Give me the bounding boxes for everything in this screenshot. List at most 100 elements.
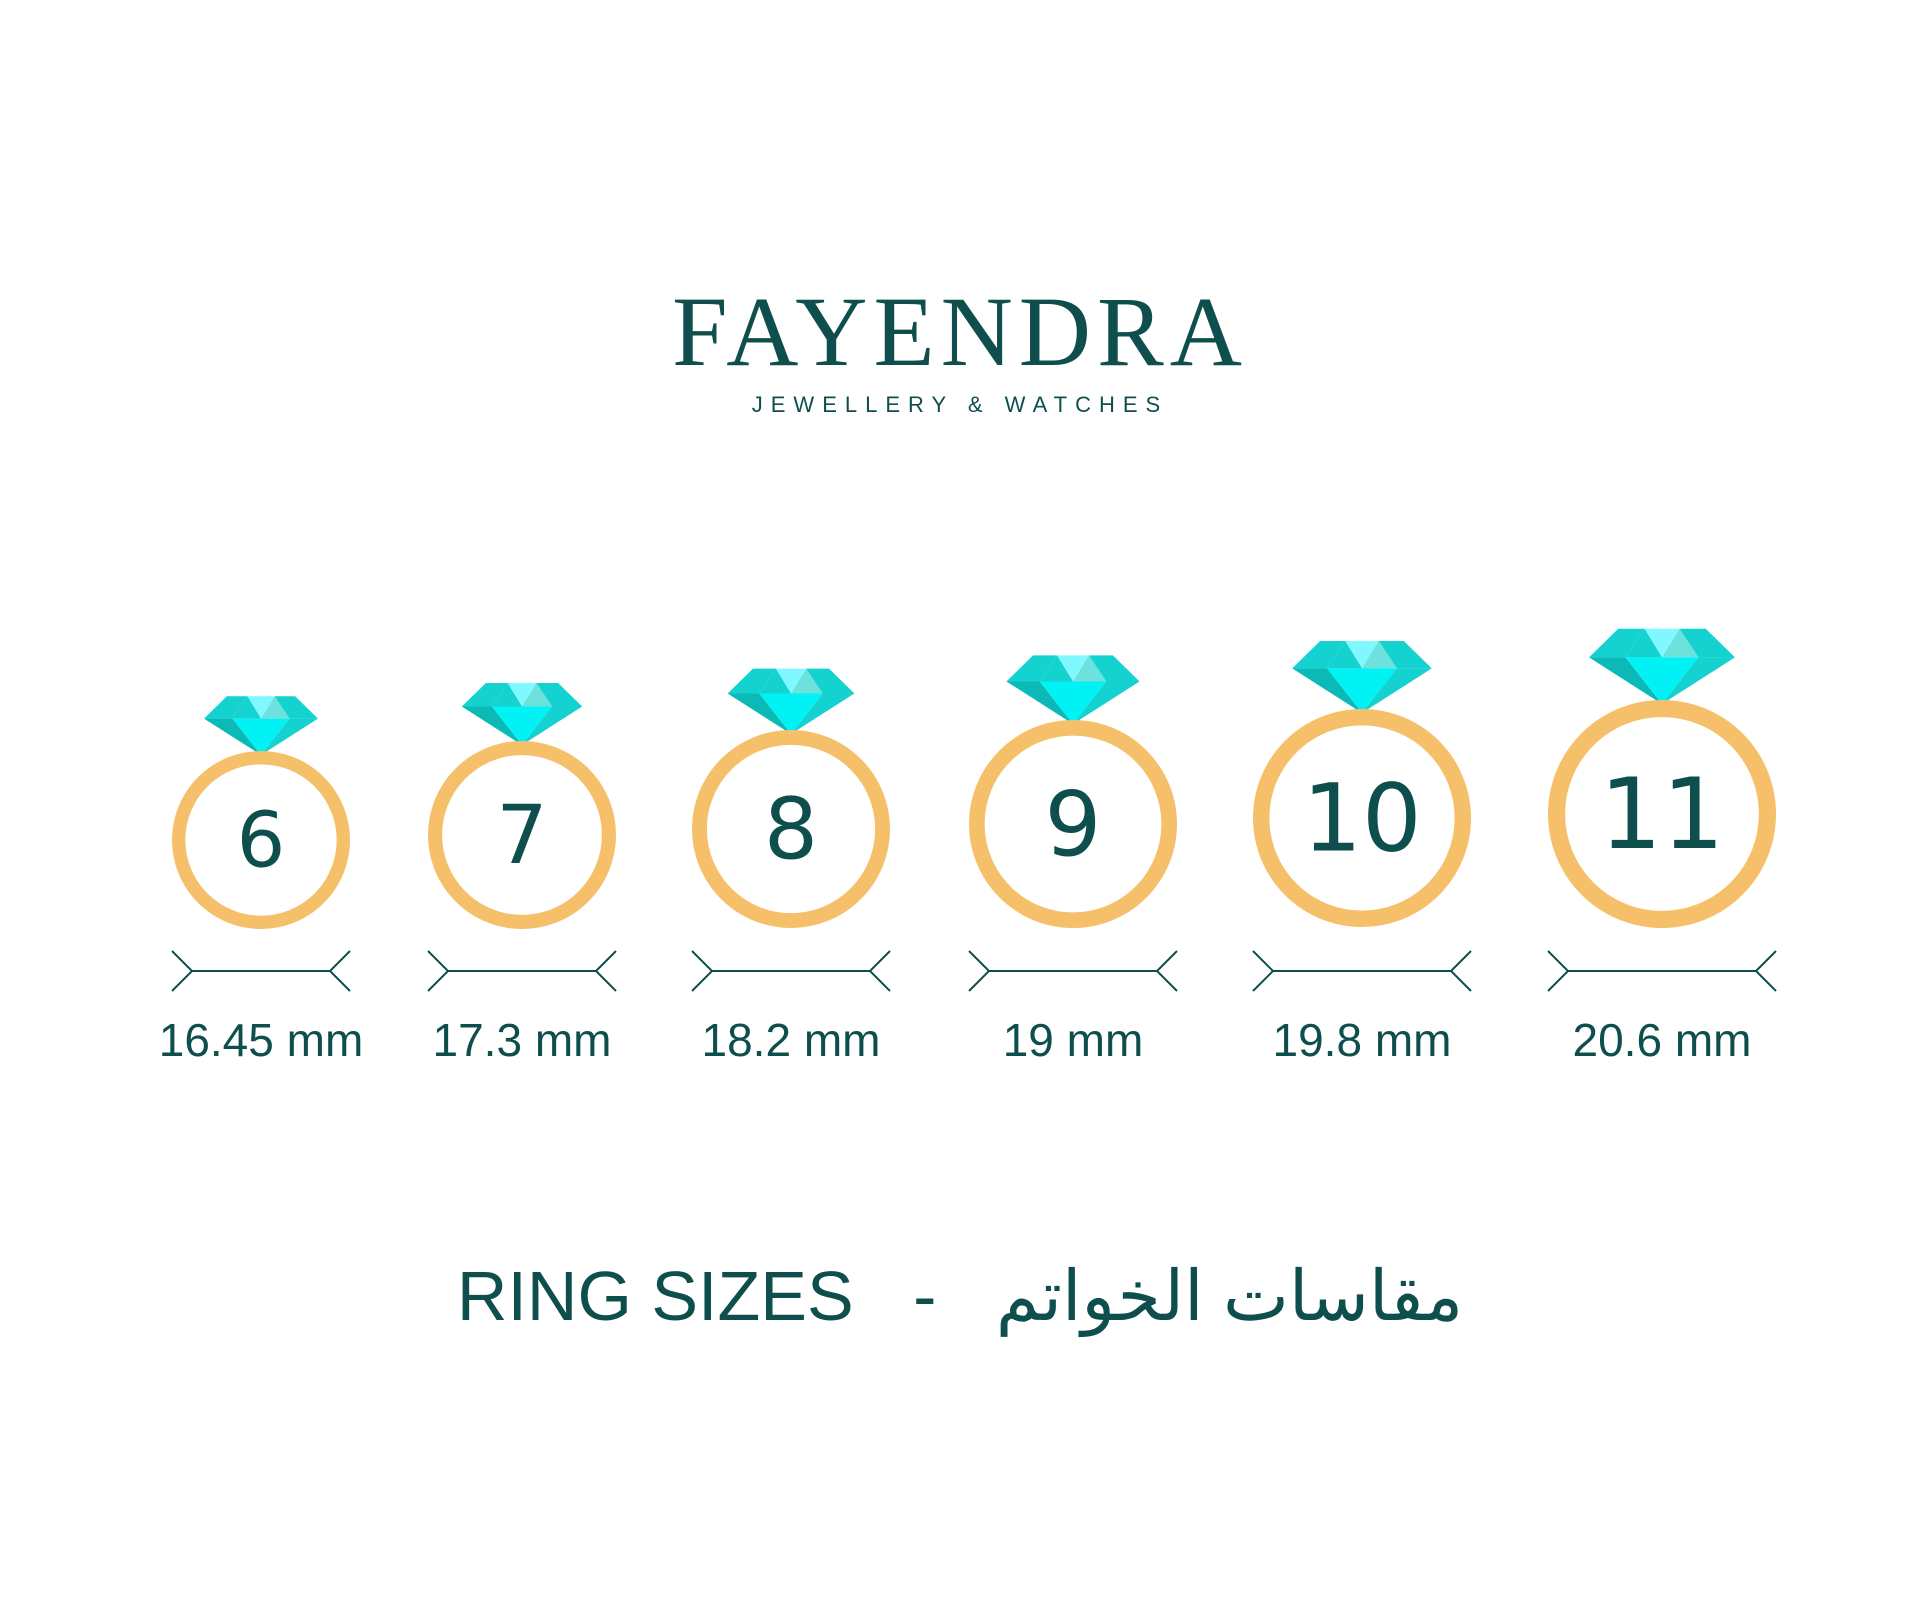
arrow-left-icon — [1252, 950, 1275, 992]
diamond-facet — [204, 718, 261, 755]
diamond-facet — [1073, 681, 1140, 724]
diamond-facet — [727, 668, 776, 694]
diamond-facet — [261, 696, 290, 719]
ring-size-number: 6 — [237, 797, 286, 886]
ring-size-7: 7 17.3 mm — [427, 682, 617, 1066]
brand-tagline: JEWELLERY & WATCHES — [751, 392, 1169, 417]
diamond-facet — [1362, 641, 1397, 669]
arrow-right-icon — [1754, 950, 1777, 992]
diamond-facet — [1073, 655, 1107, 682]
diamond-facet — [1088, 655, 1140, 682]
diamond-facet — [791, 693, 855, 734]
diamond-facet — [461, 706, 522, 745]
ring-size-number: 10 — [1302, 765, 1421, 874]
ring-size-8: 8 18.2 mm — [691, 668, 891, 1066]
diameter-measure-line — [1547, 950, 1777, 992]
ring-size-6: 6 16.45 mm — [159, 696, 364, 1066]
title-separator: - — [913, 1256, 937, 1335]
diamond-facet — [1039, 681, 1107, 724]
diamond-facet — [1345, 641, 1379, 669]
diamond-facet — [247, 696, 275, 719]
ring-size-number: 7 — [496, 789, 547, 883]
diamond-facet — [1006, 681, 1073, 724]
diamond-facet — [775, 668, 807, 694]
diamond-facet — [727, 693, 791, 734]
diameter-measure-line — [691, 950, 891, 992]
ring-band — [691, 729, 890, 928]
diamond-facet — [791, 668, 823, 694]
diamond-facet — [1362, 668, 1432, 713]
diamond-facet — [1589, 628, 1645, 658]
diamond-facet — [1057, 655, 1089, 682]
arrow-right-icon — [328, 950, 351, 992]
diameter-measure-line — [968, 950, 1178, 992]
diamond-facet — [491, 682, 522, 707]
ring-size-number: 11 — [1600, 758, 1725, 872]
ring-band — [172, 750, 350, 929]
diamond-facet — [1039, 655, 1073, 682]
ring-band — [427, 740, 616, 929]
diamond-facet — [491, 706, 553, 745]
diamond-facet — [1378, 641, 1432, 669]
diamond-facet — [1327, 668, 1397, 713]
diamond-facet — [759, 693, 823, 734]
brand-logo: FAYENDRA — [672, 276, 1248, 387]
title-english: RING SIZES — [456, 1256, 854, 1335]
arrow-left-icon — [427, 950, 450, 992]
diamond-facet — [759, 668, 791, 694]
diamond-facet — [1292, 668, 1362, 713]
diamond-icon — [727, 668, 855, 734]
page-title: RING SIZES - مقاسات الخواتم — [0, 1250, 1920, 1337]
ring-diameter-label: 17.3 mm — [433, 1014, 612, 1066]
diamond-facet — [806, 668, 855, 694]
ring-diameter-label: 16.45 mm — [159, 1014, 364, 1066]
diamond-facet — [507, 682, 537, 707]
diamond-facet — [536, 682, 583, 707]
diamond-icon — [1006, 655, 1140, 724]
ring-diameter-label: 19.8 mm — [1273, 1014, 1452, 1066]
ring-band — [1253, 708, 1472, 927]
arrow-right-icon — [868, 950, 891, 992]
ring-diameter-label: 19 mm — [1003, 1014, 1144, 1066]
title-arabic: مقاسات الخواتم — [995, 1256, 1464, 1335]
diamond-facet — [204, 696, 248, 719]
arrow-right-icon — [1155, 950, 1178, 992]
arrow-left-icon — [691, 950, 714, 992]
diamond-facet — [461, 682, 508, 707]
ring-size-number: 8 — [764, 781, 818, 880]
diamond-facet — [522, 682, 553, 707]
arrow-right-icon — [1449, 950, 1472, 992]
diamond-facet — [274, 696, 318, 719]
diameter-measure-line — [427, 950, 617, 992]
diamond-facet — [232, 718, 290, 755]
arrow-left-icon — [1547, 950, 1570, 992]
ring-size-11: 11 20.6 mm — [1547, 628, 1777, 1066]
diamond-facet — [1644, 628, 1680, 658]
ring-size-9: 9 19 mm — [968, 655, 1178, 1066]
diamond-icon — [204, 696, 318, 755]
diamond-facet — [1662, 657, 1735, 704]
diamond-facet — [1662, 628, 1699, 658]
ring-band — [968, 719, 1177, 928]
diameter-measure-line — [1252, 950, 1472, 992]
diameter-measure-line — [171, 950, 351, 992]
diamond-facet — [261, 718, 318, 755]
ring-diameter-label: 20.6 mm — [1573, 1014, 1752, 1066]
ring-diameter-label: 18.2 mm — [702, 1014, 881, 1066]
diamond-icon — [461, 682, 583, 745]
diamond-facet — [1327, 641, 1362, 669]
arrow-right-icon — [594, 950, 617, 992]
diamond-facet — [1589, 657, 1662, 704]
diamond-facet — [1006, 655, 1058, 682]
ring-size-10: 10 19.8 mm — [1252, 641, 1472, 1066]
ring-size-number: 9 — [1045, 773, 1102, 877]
diamond-facet — [1625, 657, 1699, 704]
arrow-left-icon — [171, 950, 194, 992]
diamond-facet — [232, 696, 261, 719]
diamond-facet — [1292, 641, 1346, 669]
diamond-facet — [522, 706, 583, 745]
arrow-left-icon — [968, 950, 991, 992]
diamond-icon — [1589, 628, 1735, 704]
diamond-facet — [1625, 628, 1662, 658]
